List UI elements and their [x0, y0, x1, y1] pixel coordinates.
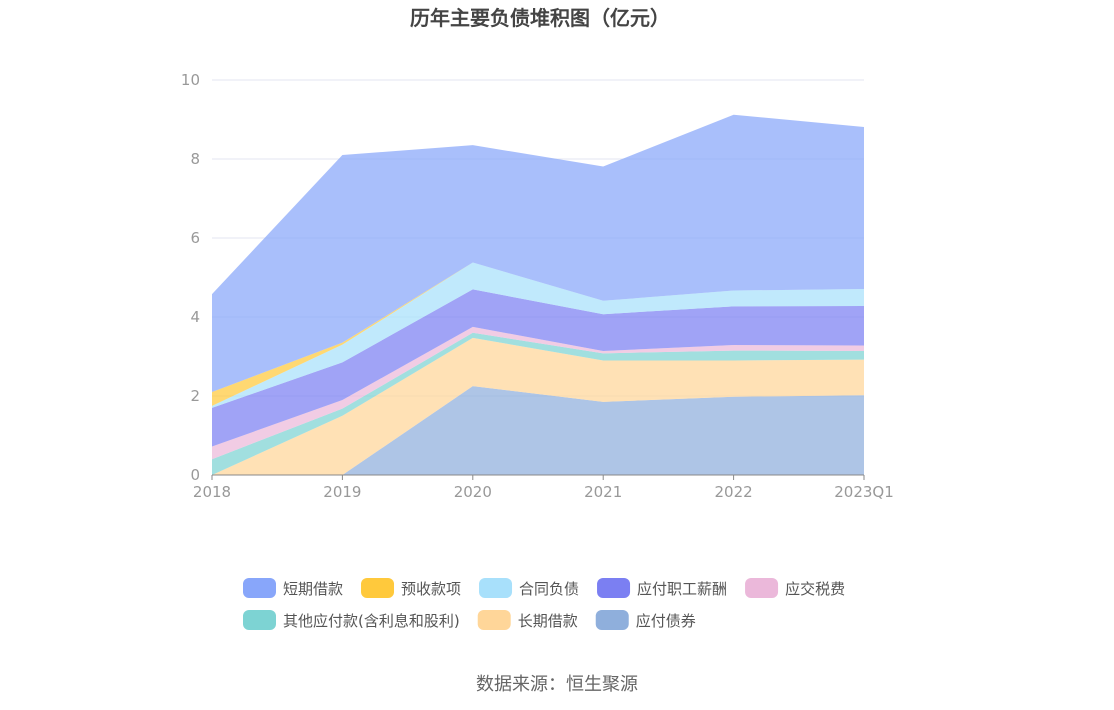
legend-swatch — [477, 610, 511, 630]
x-tick-label: 2018 — [193, 483, 231, 501]
legend-label: 长期借款 — [518, 612, 578, 630]
y-tick-label: 2 — [190, 387, 200, 405]
x-tick-label: 2021 — [584, 483, 622, 501]
legend-item[interactable]: 预收款项 — [361, 578, 461, 598]
legend-item[interactable]: 应交税费 — [745, 578, 845, 598]
legend-label: 合同负债 — [519, 580, 579, 598]
legend-label: 预收款项 — [401, 580, 461, 598]
x-tick-label: 2023Q1 — [834, 483, 894, 501]
area-series-4 — [212, 289, 864, 447]
chart-title: 历年主要负债堆积图（亿元） — [410, 6, 670, 30]
data-source-note: 数据来源：恒生聚源 — [476, 674, 638, 695]
x-tick-label: 2019 — [323, 483, 361, 501]
legend-label: 应付职工薪酬 — [637, 580, 727, 598]
legend-item[interactable]: 长期借款 — [477, 610, 578, 630]
area-series-7 — [212, 114, 864, 393]
area-series-5 — [212, 262, 864, 408]
legend-label: 其他应付款(含利息和股利) — [283, 612, 460, 630]
y-tick-label: 0 — [190, 466, 200, 484]
legend-swatch — [243, 610, 276, 630]
legend-item[interactable]: 应付职工薪酬 — [597, 578, 727, 598]
legend-swatch — [243, 578, 276, 598]
legend-item[interactable]: 应付债券 — [595, 610, 696, 630]
legend-item[interactable]: 合同负债 — [479, 578, 579, 598]
area-series-1 — [212, 337, 864, 475]
y-tick-label: 6 — [190, 229, 200, 247]
area-series — [212, 114, 864, 475]
legend-label: 应交税费 — [785, 580, 845, 598]
axes: 0 2 4 6 8 10 2018 2019 2020 2021 2022 2023Q1 — [181, 71, 894, 501]
y-tick-label: 10 — [181, 71, 200, 89]
legend-swatch — [479, 578, 513, 598]
legend-label: 应付债券 — [636, 612, 696, 630]
x-tick-label: 2020 — [454, 483, 492, 501]
legend-swatch — [595, 610, 629, 630]
y-tick-label: 4 — [190, 308, 200, 326]
x-tick-label: 2022 — [715, 483, 753, 501]
legend-swatch — [597, 578, 631, 598]
legend-swatch — [361, 578, 395, 598]
y-tick-label: 8 — [190, 150, 200, 168]
legend-swatch — [745, 578, 779, 598]
legend-item[interactable]: 短期借款 — [243, 578, 343, 598]
legend-label: 短期借款 — [283, 580, 343, 598]
area-series-0 — [212, 386, 864, 475]
legend-item[interactable]: 其他应付款(含利息和股利) — [243, 610, 460, 630]
